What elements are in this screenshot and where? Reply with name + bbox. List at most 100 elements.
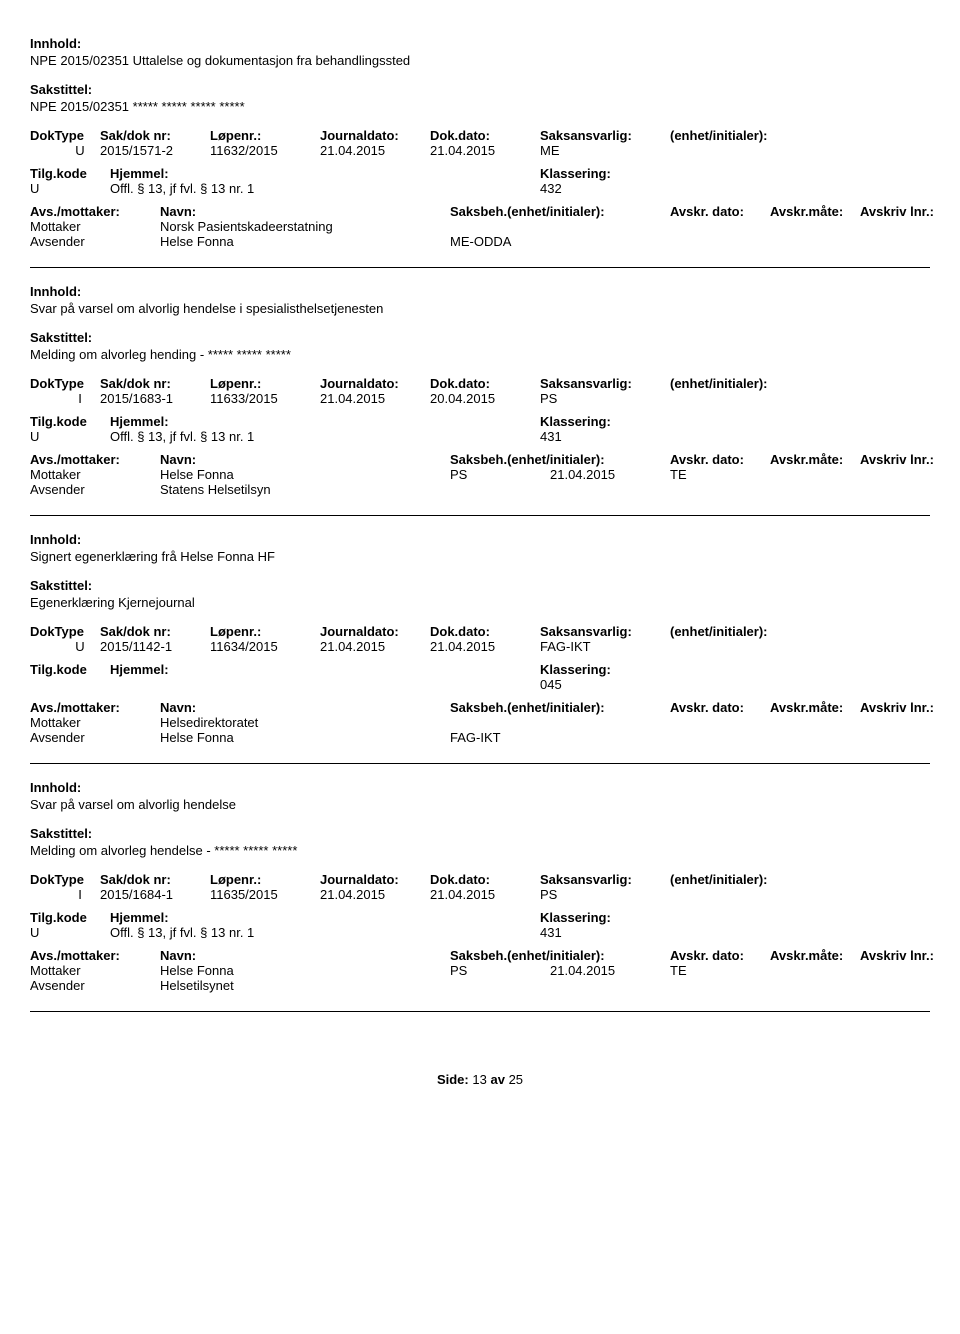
enhet-label: (enhet/initialer): — [670, 624, 800, 639]
klassering-label: Klassering: — [540, 414, 740, 429]
lopenr-value: 11632/2015 — [210, 143, 320, 158]
klassering-label: Klassering: — [540, 910, 740, 925]
mottaker-row: Mottaker Norsk Pasientskadeerstatning — [30, 219, 930, 234]
tilg-header-row: Tilg.kode Hjemmel: Klassering: — [30, 414, 930, 429]
doktype-label: DokType — [30, 872, 100, 887]
hjemmel-label: Hjemmel: — [110, 662, 540, 677]
sakstittel-value: Melding om alvorleg hendelse - ***** ***… — [30, 843, 930, 858]
avskrdato-value: 21.04.2015 — [550, 467, 670, 482]
dokdato-label: Dok.dato: — [430, 624, 540, 639]
avsender-extra: FAG-IKT — [450, 730, 550, 745]
sakdoknr-value: 2015/1142-1 — [100, 639, 210, 654]
klassering-value: 432 — [540, 181, 740, 196]
lopenr-value: 11634/2015 — [210, 639, 320, 654]
sakstittel-value: NPE 2015/02351 ***** ***** ***** ***** — [30, 99, 930, 114]
enhet-label: (enhet/initialer): — [670, 376, 800, 391]
avsender-row: Avsender Statens Helsetilsyn — [30, 482, 930, 497]
tilg-header-row: Tilg.kode Hjemmel: Klassering: — [30, 166, 930, 181]
tilgkode-value: U — [30, 181, 60, 196]
avskrivlnr-label: Avskriv lnr.: — [860, 452, 950, 467]
doktype-value: I — [60, 887, 100, 902]
avskrivlnr-label: Avskriv lnr.: — [860, 204, 950, 219]
lopenr-value: 11635/2015 — [210, 887, 320, 902]
mottaker-row: Mottaker Helse Fonna PS 21.04.2015 TE — [30, 963, 930, 978]
innhold-label: Innhold: — [30, 532, 930, 547]
sakstittel-label: Sakstittel: — [30, 826, 930, 841]
dokdato-value: 21.04.2015 — [430, 143, 540, 158]
avsmottaker-label: Avs./mottaker: — [30, 452, 160, 467]
saksbeh-value — [450, 715, 550, 730]
avsender-label: Avsender — [30, 978, 160, 993]
party-header-row: Avs./mottaker: Navn: Saksbeh.(enhet/init… — [30, 204, 930, 219]
meta-value-row: I 2015/1684-1 11635/2015 21.04.2015 21.0… — [30, 887, 930, 902]
meta-header-row: DokType Sak/dok nr: Løpenr.: Journaldato… — [30, 872, 930, 887]
avsmottaker-label: Avs./mottaker: — [30, 700, 160, 715]
footer-page: 13 — [472, 1072, 486, 1087]
meta-header-row: DokType Sak/dok nr: Løpenr.: Journaldato… — [30, 624, 930, 639]
saksbeh-value: PS — [450, 467, 550, 482]
saksansvarlig-value: PS — [540, 391, 670, 406]
journaldato-value: 21.04.2015 — [320, 143, 430, 158]
saksbeh-value — [450, 219, 550, 234]
doktype-label: DokType — [30, 128, 100, 143]
doktype-value: U — [60, 639, 100, 654]
saksbeh-label: Saksbeh.(enhet/initialer): — [450, 204, 670, 219]
tilgkode-label: Tilg.kode — [30, 662, 110, 677]
navn-label: Navn: — [160, 204, 450, 219]
tilgkode-value: U — [30, 429, 60, 444]
avsender-row: Avsender Helsetilsynet — [30, 978, 930, 993]
journaldato-label: Journaldato: — [320, 872, 430, 887]
innhold-value: Svar på varsel om alvorlig hendelse — [30, 797, 930, 812]
tilgkode-label: Tilg.kode — [30, 166, 110, 181]
avsender-label: Avsender — [30, 482, 160, 497]
meta-value-row: U 2015/1571-2 11632/2015 21.04.2015 21.0… — [30, 143, 930, 158]
journaldato-value: 21.04.2015 — [320, 887, 430, 902]
doktype-label: DokType — [30, 624, 100, 639]
avsmottaker-label: Avs./mottaker: — [30, 948, 160, 963]
avskrdato-value: 21.04.2015 — [550, 963, 670, 978]
dokdato-label: Dok.dato: — [430, 376, 540, 391]
avskrdato-label: Avskr. dato: — [670, 700, 770, 715]
avskrmate-label: Avskr.måte: — [770, 204, 860, 219]
hjemmel-value: Offl. § 13, jf fvl. § 13 nr. 1 — [110, 181, 540, 196]
saksansvarlig-value: PS — [540, 887, 670, 902]
hjemmel-value — [110, 677, 540, 692]
sakdoknr-label: Sak/dok nr: — [100, 872, 210, 887]
avsender-value: Helse Fonna — [160, 234, 450, 249]
dokdato-value: 21.04.2015 — [430, 887, 540, 902]
avsender-row: Avsender Helse Fonna ME-ODDA — [30, 234, 930, 249]
sakdoknr-label: Sak/dok nr: — [100, 624, 210, 639]
saksbeh-value: PS — [450, 963, 550, 978]
avsender-value: Statens Helsetilsyn — [160, 482, 450, 497]
innhold-label: Innhold: — [30, 36, 930, 51]
saksansvarlig-label: Saksansvarlig: — [540, 128, 670, 143]
tilgkode-value — [30, 677, 60, 692]
meta-value-row: U 2015/1142-1 11634/2015 21.04.2015 21.0… — [30, 639, 930, 654]
klassering-value: 045 — [540, 677, 740, 692]
meta-value-row: I 2015/1683-1 11633/2015 21.04.2015 20.0… — [30, 391, 930, 406]
mottaker-row: Mottaker Helsedirektoratet — [30, 715, 930, 730]
avsender-extra: ME-ODDA — [450, 234, 550, 249]
doktype-value: I — [60, 391, 100, 406]
navn-label: Navn: — [160, 700, 450, 715]
sakdoknr-value: 2015/1571-2 — [100, 143, 210, 158]
saksansvarlig-value: ME — [540, 143, 670, 158]
party-header-row: Avs./mottaker: Navn: Saksbeh.(enhet/init… — [30, 948, 930, 963]
avskrdato-label: Avskr. dato: — [670, 948, 770, 963]
avsender-extra — [450, 482, 550, 497]
footer-label: Side: — [437, 1072, 469, 1087]
avskrmate-label: Avskr.måte: — [770, 452, 860, 467]
mottaker-value: Helse Fonna — [160, 467, 450, 482]
tilg-value-row: U Offl. § 13, jf fvl. § 13 nr. 1 431 — [30, 429, 930, 444]
journaldato-label: Journaldato: — [320, 376, 430, 391]
tilg-value-row: U Offl. § 13, jf fvl. § 13 nr. 1 432 — [30, 181, 930, 196]
avskrmate-label: Avskr.måte: — [770, 700, 860, 715]
journaldato-label: Journaldato: — [320, 128, 430, 143]
saksbeh-label: Saksbeh.(enhet/initialer): — [450, 700, 670, 715]
sakdoknr-label: Sak/dok nr: — [100, 376, 210, 391]
avsender-label: Avsender — [30, 234, 160, 249]
sakstittel-label: Sakstittel: — [30, 330, 930, 345]
journaldato-label: Journaldato: — [320, 624, 430, 639]
journal-list: Innhold: NPE 2015/02351 Uttalelse og dok… — [30, 20, 930, 1012]
mottaker-value: Helse Fonna — [160, 963, 450, 978]
